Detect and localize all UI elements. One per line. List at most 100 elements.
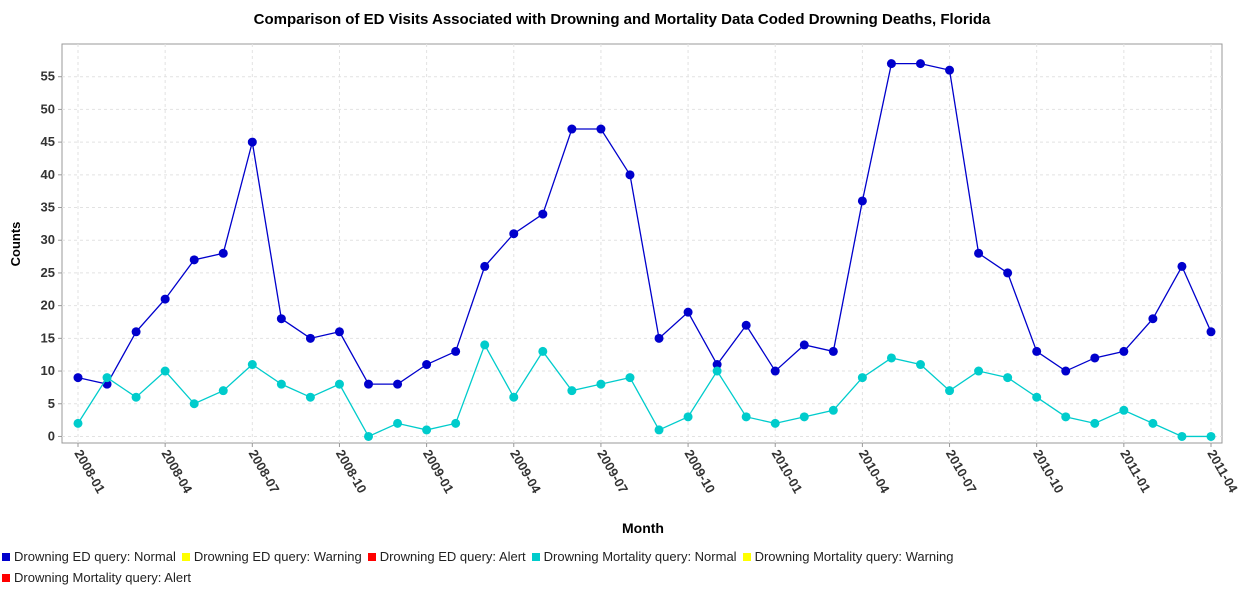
- data-point: [218, 248, 228, 258]
- data-point: [974, 366, 984, 376]
- x-tick-label: 2009-10: [681, 447, 718, 496]
- x-tick-label: 2008-07: [246, 447, 283, 496]
- legend-label: Drowning ED query: Warning: [193, 549, 362, 564]
- data-point: [451, 346, 461, 356]
- y-tick-label: 15: [41, 330, 55, 345]
- data-point: [828, 346, 838, 356]
- series-line: [77, 62, 1212, 385]
- data-point: [334, 327, 344, 337]
- data-point: [276, 379, 286, 389]
- data-point: [364, 431, 374, 441]
- data-point: [160, 366, 170, 376]
- data-point: [799, 340, 809, 350]
- x-tick-label: 2009-01: [420, 447, 457, 496]
- data-point: [625, 373, 635, 383]
- legend-swatch: [181, 552, 190, 561]
- legend-label: Drowning ED query: Normal: [14, 549, 176, 564]
- data-point: [364, 379, 374, 389]
- data-point: [131, 327, 141, 337]
- data-point: [334, 379, 344, 389]
- data-point: [770, 418, 780, 428]
- data-point: [189, 399, 199, 409]
- x-tick-label: 2009-04: [507, 447, 544, 496]
- data-point: [1206, 327, 1216, 337]
- data-point: [799, 412, 809, 422]
- chart: Comparison of ED Visits Associated with …: [8, 11, 1241, 536]
- data-point: [1090, 418, 1100, 428]
- data-point: [683, 412, 693, 422]
- data-point: [305, 392, 315, 402]
- x-tick-label: 2009-07: [594, 447, 631, 496]
- data-point: [567, 386, 577, 396]
- legend-item: Drowning ED query: Alert: [367, 549, 526, 564]
- data-point: [1119, 346, 1129, 356]
- data-point: [509, 392, 519, 402]
- x-axis-label: Month: [622, 520, 664, 536]
- y-tick-label: 30: [41, 232, 55, 247]
- data-point: [915, 59, 925, 69]
- data-point: [886, 353, 896, 363]
- data-point: [305, 333, 315, 343]
- legend-label: Drowning ED query: Alert: [379, 549, 526, 564]
- data-point: [189, 255, 199, 265]
- data-point: [276, 314, 286, 324]
- data-point: [712, 360, 722, 370]
- data-point: [480, 261, 490, 271]
- data-point: [741, 412, 751, 422]
- data-point: [1206, 431, 1216, 441]
- y-tick-label: 25: [41, 265, 55, 280]
- data-point: [393, 379, 403, 389]
- data-point: [886, 59, 896, 69]
- legend: Drowning ED query: Normal Drowning ED que…: [2, 549, 1132, 585]
- data-point: [1177, 261, 1187, 271]
- x-tick-label: 2010-04: [856, 447, 893, 496]
- x-tick-label: 2010-07: [943, 447, 980, 496]
- data-point: [538, 209, 548, 219]
- data-point: [945, 386, 955, 396]
- y-tick-label: 45: [41, 134, 55, 149]
- data-point: [422, 425, 432, 435]
- y-tick-label: 40: [41, 167, 55, 182]
- data-point: [741, 320, 751, 330]
- data-point: [247, 360, 257, 370]
- x-tick-label: 2010-10: [1030, 447, 1067, 496]
- data-point: [538, 346, 548, 356]
- legend-swatch: [2, 552, 10, 561]
- legend-label: Drowning Mortality query: Warning: [754, 549, 954, 564]
- data-point: [915, 360, 925, 370]
- legend-swatch: [742, 552, 751, 561]
- legend-label: Drowning Mortality query: Alert: [14, 570, 192, 585]
- x-tick-label: 2010-01: [769, 447, 806, 496]
- plot-frame: [61, 43, 1223, 444]
- data-point: [654, 425, 664, 435]
- data-point: [1032, 346, 1042, 356]
- data-point: [770, 366, 780, 376]
- legend-item: Drowning Mortality query: Warning: [742, 549, 954, 564]
- data-point: [1148, 314, 1158, 324]
- legend-item: Drowning ED query: Normal: [2, 549, 176, 564]
- legend-label: Drowning Mortality query: Normal: [543, 549, 737, 564]
- data-point: [828, 405, 838, 415]
- data-point: [857, 196, 867, 206]
- data-point: [131, 392, 141, 402]
- data-point: [102, 373, 112, 383]
- data-point: [218, 386, 228, 396]
- data-point: [712, 366, 722, 376]
- legend-item: Drowning Mortality query: Alert: [2, 570, 191, 585]
- data-point: [1090, 353, 1100, 363]
- y-tick-label: 35: [41, 200, 55, 215]
- x-tick-label: 2011-04: [1204, 447, 1241, 496]
- data-point: [1177, 431, 1187, 441]
- data-point: [857, 373, 867, 383]
- legend-item: Drowning ED query: Warning: [181, 549, 362, 564]
- data-point: [422, 360, 432, 370]
- data-point: [73, 418, 83, 428]
- data-point: [567, 124, 577, 134]
- data-point: [654, 333, 664, 343]
- legend-swatch: [531, 552, 540, 561]
- data-point: [247, 137, 257, 147]
- x-tick-label: 2008-01: [71, 447, 108, 496]
- data-point: [596, 124, 606, 134]
- legend-swatch: [2, 573, 10, 582]
